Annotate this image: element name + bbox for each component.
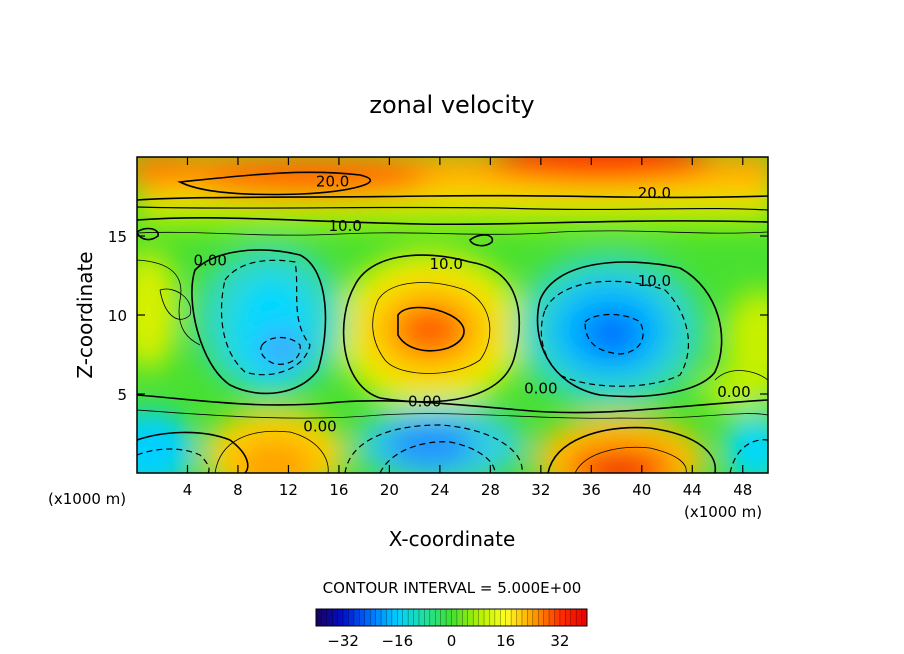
- colorbar-cell: [381, 609, 387, 626]
- colorbar-cell: [353, 609, 360, 626]
- colorbar-cell: [500, 609, 506, 626]
- x-axis-label: X-coordinate: [389, 527, 516, 551]
- colorbar-cell: [462, 609, 469, 626]
- contour-label: 20.0: [638, 184, 671, 202]
- x-tick-label: 28: [481, 481, 500, 499]
- colorbar-frame: [315, 608, 588, 627]
- x-unit-left: (x1000 m): [48, 490, 126, 508]
- contour-label: 0.00: [524, 380, 557, 398]
- x-unit-right: (x1000 m): [684, 503, 762, 521]
- y-tick-label: 15: [108, 228, 127, 246]
- colorbar-cell: [386, 609, 393, 626]
- contour-label: 10.0: [429, 255, 462, 273]
- y-axis-label: Z-coordinate: [73, 251, 97, 378]
- colorbar-cell: [337, 609, 344, 626]
- colorbar-cell: [321, 609, 328, 626]
- colorbar-tick-label: 16: [496, 632, 515, 650]
- colorbar-cell: [343, 609, 349, 626]
- y-tick-label: 5: [117, 386, 127, 404]
- colorbar-cell: [456, 609, 463, 626]
- colorbar-cell: [370, 609, 376, 626]
- colorbar-tick-label: −32: [327, 632, 359, 650]
- colorbar-cell: [559, 609, 566, 626]
- colorbar-cell: [565, 609, 572, 626]
- x-tick-label: 12: [279, 481, 298, 499]
- x-tick-label: 4: [183, 481, 193, 499]
- colorbar-cell: [408, 609, 414, 626]
- x-tick-label: 48: [733, 481, 752, 499]
- colorbar-cell: [505, 609, 512, 626]
- colorbar-tick-label: 32: [550, 632, 569, 650]
- contour-label: 0.00: [717, 383, 750, 401]
- x-tick-label: 8: [233, 481, 243, 499]
- colorbar-cell: [375, 609, 382, 626]
- colorbar-cell: [516, 609, 523, 626]
- x-tick-label: 16: [329, 481, 348, 499]
- colorbar-cell: [424, 609, 431, 626]
- x-tick-label: 44: [683, 481, 702, 499]
- x-tick-label: 24: [430, 481, 449, 499]
- colorbar-cell: [440, 609, 447, 626]
- colorbar-cell: [543, 609, 550, 626]
- colorbar-cell: [489, 609, 496, 626]
- colorbar-cell: [570, 609, 577, 626]
- colorbar-cell: [473, 609, 479, 626]
- colorbar-cell: [446, 609, 452, 626]
- x-tick-label: 40: [632, 481, 651, 499]
- contour-label: 20.0: [316, 173, 349, 191]
- chart-title: zonal velocity: [369, 91, 534, 119]
- colorbar-cell: [576, 609, 582, 626]
- colorbar-cell: [348, 609, 355, 626]
- colorbar-cell: [484, 609, 490, 626]
- contour-label: 10.0: [329, 217, 362, 235]
- colorbar-tick-label: −16: [381, 632, 413, 650]
- colorbar-cell: [532, 609, 539, 626]
- contour-labels: 20.0 20.0 10.0 10.0 10.0 0.00 0.00 0.00 0.00 0.00: [193, 173, 750, 436]
- colorbar-cell: [397, 609, 404, 626]
- colorbar-cell: [413, 609, 420, 626]
- contour-label: 0.00: [303, 418, 336, 436]
- colorbar-cell: [538, 609, 544, 626]
- velocity-field: [137, 157, 768, 473]
- colorbar-cell: [429, 609, 436, 626]
- x-tick-label: 20: [380, 481, 399, 499]
- plot-area: [136, 156, 769, 474]
- colorbar-cell: [332, 609, 338, 626]
- colorbar-cell: [316, 609, 322, 626]
- colorbar-cell: [402, 609, 409, 626]
- colorbar-cell: [581, 609, 588, 626]
- colorbar-cell: [494, 609, 501, 626]
- colorbar-cell: [478, 609, 485, 626]
- colorbar-cell: [359, 609, 366, 626]
- colorbar-cell: [418, 609, 425, 626]
- colorbar-cell: [549, 609, 555, 626]
- x-tick-label: 32: [531, 481, 550, 499]
- colorbar-cell: [364, 609, 371, 626]
- colorbar-cell: [391, 609, 398, 626]
- colorbar-tick-label: 0: [447, 632, 457, 650]
- y-axis-ticks: 5 10 15: [108, 228, 768, 404]
- colorbar-cell: [554, 609, 561, 626]
- contour-label: 10.0: [638, 272, 671, 290]
- contour-label: 0.00: [193, 252, 226, 270]
- colorbar-ticks: −32 −16 0 16 32: [327, 632, 569, 650]
- contour-label: 0.00: [408, 392, 441, 410]
- y-tick-label: 10: [108, 307, 127, 325]
- colorbar: [315, 608, 588, 627]
- colorbar-cell: [521, 609, 528, 626]
- colorbar-cell: [451, 609, 458, 626]
- colorbar-cell: [511, 609, 517, 626]
- colorbar-cell: [527, 609, 534, 626]
- colorbar-cell: [435, 609, 441, 626]
- x-axis-ticks: 4 8 12 16 20 24 28 32 36 40 44 48: [183, 157, 752, 499]
- contour-interval-note: CONTOUR INTERVAL = 5.000E+00: [323, 579, 582, 597]
- colorbar-cell: [326, 609, 333, 626]
- x-tick-label: 36: [582, 481, 601, 499]
- colorbar-cell: [467, 609, 474, 626]
- contour-lines: [137, 171, 768, 473]
